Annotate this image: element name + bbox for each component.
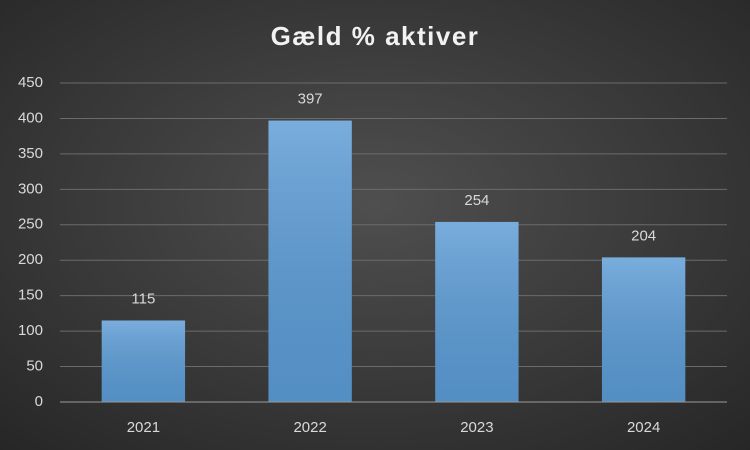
bar (435, 221, 519, 402)
y-tick-label: 400 (18, 109, 43, 126)
data-label: 254 (464, 192, 489, 209)
y-tick-label: 100 (18, 322, 43, 339)
x-tick-label: 2021 (127, 419, 160, 436)
y-tick-label: 350 (18, 145, 43, 162)
x-tick-label: 2022 (293, 419, 326, 436)
y-tick-label: 0 (35, 393, 43, 410)
data-label: 115 (131, 290, 155, 307)
bar (101, 320, 186, 402)
data-label: 204 (631, 227, 656, 244)
y-tick-label: 300 (18, 180, 43, 197)
y-tick-label: 250 (18, 216, 43, 233)
y-tick-label: 50 (26, 358, 43, 375)
y-tick-label: 200 (18, 251, 43, 268)
bar (268, 120, 352, 403)
y-tick-label: 150 (18, 287, 43, 304)
x-tick-label: 2024 (627, 419, 660, 436)
x-tick-label: 2023 (460, 419, 493, 436)
bar (601, 257, 686, 402)
data-label: 397 (298, 91, 323, 108)
y-tick-label: 450 (18, 74, 43, 91)
chart-title: Gæld % aktiver (271, 21, 480, 51)
